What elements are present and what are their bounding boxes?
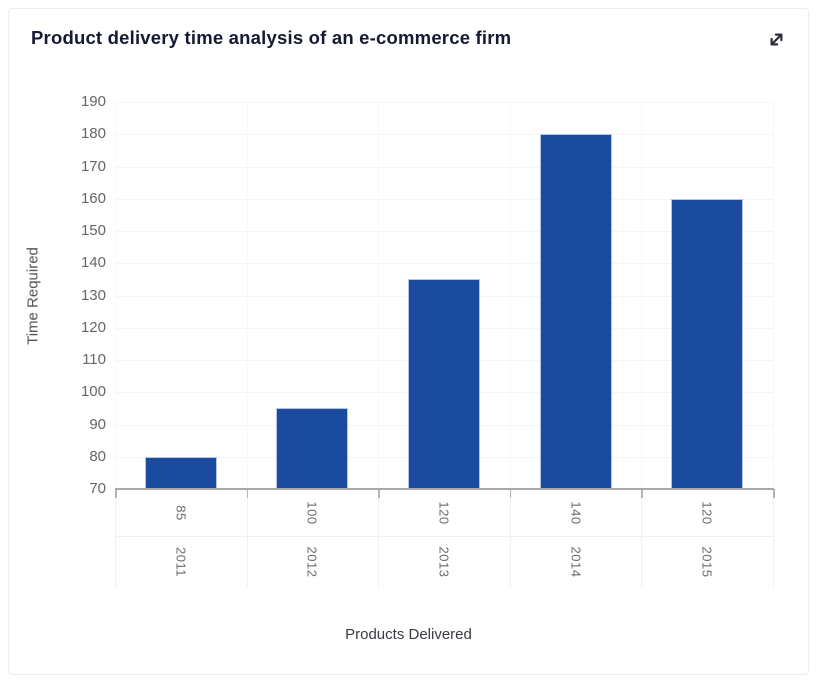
y-tick-label: 160: [80, 189, 106, 207]
label-column-separator: [773, 490, 774, 587]
y-tick-label: 130: [80, 286, 106, 304]
axis-tick-mark: [115, 489, 117, 498]
bar-2012[interactable]: [276, 408, 349, 489]
x-year-label: 2012: [304, 546, 320, 577]
gridline: [115, 231, 773, 232]
label-column-separator: [509, 490, 511, 587]
label-column-separator: [378, 490, 380, 587]
y-tick-label: 110: [82, 351, 106, 368]
axis-tick-mark: [509, 489, 512, 498]
x-value-label: 85: [173, 505, 189, 521]
gridline-vertical: [115, 102, 116, 489]
x-value-label: 140: [568, 501, 584, 525]
axis-tick-mark: [773, 489, 775, 498]
y-tick-label: 140: [80, 254, 106, 272]
chart-card: Product delivery time analysis of an e-c…: [8, 8, 809, 675]
x-year-label: 2015: [699, 546, 715, 577]
gridline: [115, 134, 773, 136]
x-axis-line: [115, 488, 774, 490]
y-tick-label: 100: [80, 383, 106, 401]
bar-2014[interactable]: [539, 134, 612, 489]
y-tick-label: 80: [89, 447, 106, 465]
y-tick-label: 190: [80, 93, 106, 110]
x-axis-title: Products Delivered: [345, 626, 472, 643]
x-year-label: 2013: [436, 546, 452, 577]
chart-title: Product delivery time analysis of an e-c…: [31, 27, 512, 48]
x-year-label: 2011: [173, 546, 189, 577]
axis-tick-mark: [641, 489, 643, 498]
label-column-separator: [246, 490, 248, 587]
gridline: [115, 102, 773, 103]
label-column-separator: [115, 490, 116, 587]
y-tick-label: 70: [89, 480, 106, 497]
expand-arrows-icon: [765, 28, 788, 51]
y-tick-label: 180: [80, 125, 106, 143]
y-tick-label: 90: [89, 415, 106, 433]
gridline: [115, 198, 773, 200]
x-value-label: 100: [304, 501, 320, 525]
expand-button[interactable]: [756, 19, 796, 59]
gridline-vertical: [509, 102, 511, 489]
y-axis-title: Time Required: [24, 246, 42, 345]
x-value-label: 120: [436, 501, 452, 525]
y-tick-label: 120: [80, 318, 106, 336]
axis-tick-mark: [246, 489, 249, 498]
gridline-vertical: [641, 102, 643, 489]
gridline-vertical: [246, 102, 248, 489]
x-value-label: 120: [699, 501, 715, 525]
bar-chart-plot: 70 80 90 100 110 120 130 140 150 160 170 180 190 85 20…: [9, 9, 808, 674]
x-year-label: 2014: [568, 546, 584, 577]
gridline-vertical: [773, 102, 774, 489]
gridline-vertical: [378, 102, 380, 489]
bar-2015[interactable]: [671, 198, 744, 489]
label-column-separator: [641, 490, 643, 587]
gridline: [115, 263, 773, 265]
y-tick-label: 150: [80, 222, 106, 239]
gridline: [115, 166, 773, 168]
bar-2011[interactable]: [144, 456, 217, 489]
y-tick-label: 170: [80, 157, 106, 175]
bar-2013[interactable]: [408, 279, 480, 489]
axis-tick-mark: [378, 489, 380, 498]
label-row-separator: [115, 536, 773, 537]
